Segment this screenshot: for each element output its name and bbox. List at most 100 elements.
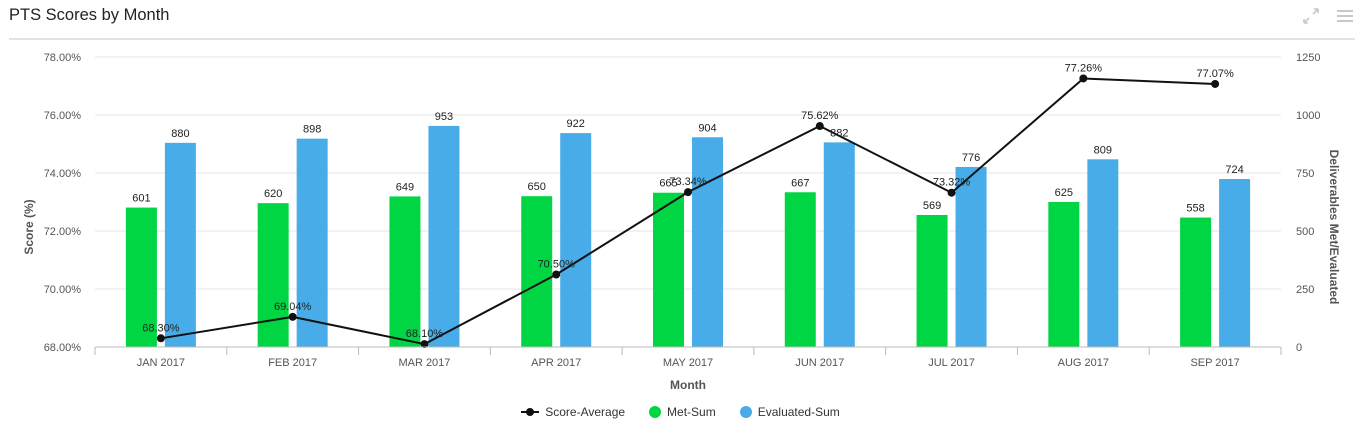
- score-point: [288, 312, 297, 321]
- data-labels: 601 880 620 898 649 953 650 922 665 904 667 882 569 7…: [132, 62, 1244, 340]
- bar-label-met-sum: 625: [1055, 187, 1073, 199]
- grid-lines: [95, 56, 1281, 290]
- x-tick-label: SEP 2017: [1190, 357, 1239, 369]
- y2-tick-label: 250: [1296, 284, 1314, 296]
- line-marker-icon: [521, 406, 540, 418]
- bar-evaluated-sum: [823, 142, 855, 347]
- score-label: 77.26%: [1065, 62, 1103, 74]
- bar-evaluated-sum: [560, 133, 592, 347]
- score-label: 73.34%: [669, 176, 707, 188]
- bar-met-sum: [389, 196, 421, 347]
- chart-title: PTS Scores by Month: [9, 6, 170, 24]
- circle-marker-icon: [739, 406, 752, 418]
- score-line-series: [156, 74, 1220, 349]
- x-tick-label: FEB 2017: [268, 357, 317, 369]
- score-point: [156, 334, 165, 343]
- y2-tick-label: 500: [1296, 226, 1314, 238]
- bar-label-met-sum: 650: [528, 181, 546, 193]
- bar-label-evaluated-sum: 953: [435, 111, 453, 123]
- bar-label-evaluated-sum: 776: [962, 152, 980, 164]
- y-tick-label: 78.00%: [44, 52, 82, 64]
- bar-evaluated-sum: [296, 138, 328, 347]
- y-tick-label: 76.00%: [44, 110, 82, 122]
- y2-tick-label: 1000: [1296, 110, 1320, 122]
- bar-label-met-sum: 649: [396, 181, 414, 193]
- bar-label-evaluated-sum: 882: [830, 127, 848, 139]
- bar-met-sum: [521, 196, 553, 347]
- bar-met-sum: [653, 192, 684, 347]
- x-axis-title: Month: [670, 378, 706, 392]
- x-tick-label: JUL 2017: [928, 357, 975, 369]
- x-tick-label: JAN 2017: [137, 357, 185, 369]
- y2-tick-label: 750: [1296, 168, 1314, 180]
- bar-label-evaluated-sum: 922: [567, 118, 585, 130]
- bar-evaluated-sum: [1087, 159, 1119, 347]
- bar-label-evaluated-sum: 724: [1225, 164, 1243, 176]
- y2-tick-label: 1250: [1296, 52, 1320, 64]
- bar-label-met-sum: 667: [791, 177, 809, 189]
- bar-met-sum: [916, 214, 948, 347]
- bar-evaluated-sum: [1219, 179, 1251, 347]
- bar-met-sum: [1048, 202, 1080, 347]
- bar-evaluated-sum: [428, 125, 460, 348]
- legend-item-evaluated-sum[interactable]: Evaluated-Sum: [739, 405, 840, 419]
- score-label: 73.32%: [933, 177, 971, 189]
- bar-label-met-sum: 601: [132, 193, 150, 205]
- score-label: 68.30%: [142, 322, 180, 334]
- legend-label: Evaluated-Sum: [757, 405, 840, 419]
- bar-met-sum: [784, 192, 816, 347]
- y-axis-title: Score (%): [22, 199, 36, 254]
- score-point: [815, 122, 824, 131]
- y2-tick-label: 0: [1296, 342, 1302, 354]
- score-label: 69.04%: [274, 301, 312, 313]
- y-tick-label: 70.00%: [44, 284, 82, 296]
- header-toolbar: [1301, 6, 1355, 26]
- axes: 68.00% 70.00% 72.00% 74.00% 76.00% 78.00% 0 250…: [44, 52, 1321, 369]
- x-tick-label: MAR 2017: [398, 357, 450, 369]
- score-label: 75.62%: [801, 110, 839, 122]
- legend-item-score-average[interactable]: Score-Average: [521, 405, 625, 419]
- score-label: 68.10%: [406, 328, 444, 340]
- y-tick-label: 72.00%: [44, 226, 82, 238]
- y-tick-label: 74.00%: [44, 168, 82, 180]
- bar-evaluated-sum: [955, 166, 987, 347]
- bar-label-met-sum: 620: [264, 188, 282, 200]
- bar-evaluated-sum: [164, 142, 196, 347]
- menu-icon[interactable]: [1335, 6, 1355, 26]
- bar-evaluated-sum: [692, 137, 723, 347]
- bar-label-evaluated-sum: 904: [698, 122, 716, 134]
- bar-label-met-sum: 665: [659, 178, 677, 190]
- x-tick-label: MAY 2017: [663, 357, 713, 369]
- combo-chart: 68.00% 70.00% 72.00% 74.00% 76.00% 78.00% 0 250…: [22, 52, 1341, 392]
- legend: Score-Average Met-Sum Evaluated-Sum: [0, 405, 1361, 419]
- bar-label-evaluated-sum: 898: [303, 124, 321, 136]
- bar-label-met-sum: 558: [1186, 203, 1204, 215]
- score-point: [1211, 79, 1220, 88]
- score-label: 70.50%: [538, 259, 576, 271]
- x-tick-label: APR 2017: [531, 357, 581, 369]
- bar-met-sum: [1180, 217, 1212, 347]
- legend-label: Met-Sum: [667, 405, 716, 419]
- bar-label-evaluated-sum: 880: [171, 128, 189, 140]
- chart-header: PTS Scores by Month: [0, 0, 1361, 38]
- y2-axis-title: Deliverables Met/Evaluated: [1327, 150, 1341, 305]
- score-point: [1079, 74, 1088, 83]
- score-label: 77.07%: [1196, 68, 1234, 80]
- score-point: [420, 340, 429, 349]
- legend-item-met-sum[interactable]: Met-Sum: [649, 405, 716, 419]
- header-divider: [9, 38, 1355, 40]
- bar-met-sum: [257, 203, 289, 347]
- y-tick-label: 68.00%: [44, 342, 82, 354]
- expand-icon[interactable]: [1301, 6, 1321, 26]
- bar-series: [125, 125, 1251, 348]
- legend-label: Score-Average: [545, 405, 626, 419]
- x-tick-label: AUG 2017: [1058, 357, 1109, 369]
- score-point: [552, 270, 561, 279]
- circle-marker-icon: [649, 406, 662, 418]
- bar-met-sum: [125, 207, 157, 347]
- score-point: [947, 188, 956, 197]
- score-point: [684, 188, 692, 197]
- bar-label-met-sum: 569: [923, 200, 941, 212]
- bar-label-evaluated-sum: 809: [1094, 144, 1112, 156]
- x-tick-label: JUN 2017: [795, 357, 844, 369]
